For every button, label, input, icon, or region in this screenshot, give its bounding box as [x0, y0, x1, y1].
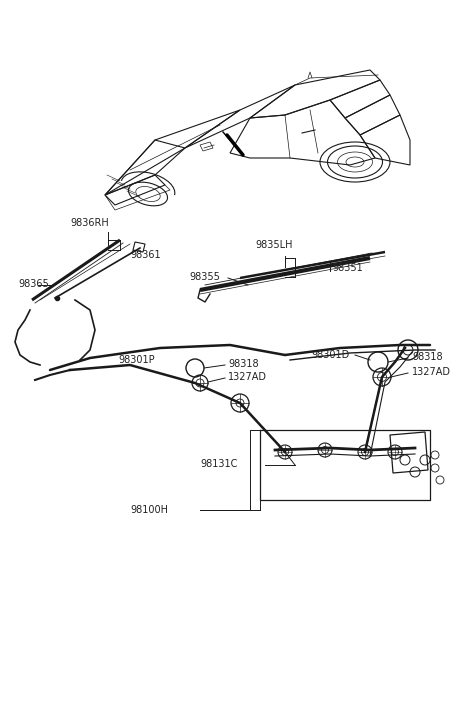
Text: 1327AD: 1327AD	[412, 367, 451, 377]
Text: 98361: 98361	[130, 250, 161, 260]
Text: 98301D: 98301D	[312, 350, 350, 360]
Text: 9836RH: 9836RH	[70, 218, 109, 228]
Text: 1327AD: 1327AD	[228, 372, 267, 382]
Text: 98351: 98351	[332, 263, 363, 273]
Text: 9835LH: 9835LH	[255, 240, 292, 250]
Text: 98131C: 98131C	[200, 459, 237, 469]
Text: 98365: 98365	[18, 279, 49, 289]
Text: 98301P: 98301P	[118, 355, 155, 365]
Text: 98100H: 98100H	[130, 505, 168, 515]
Text: 98318: 98318	[412, 352, 443, 362]
Text: 98318: 98318	[228, 359, 259, 369]
Text: 98355: 98355	[189, 272, 220, 282]
